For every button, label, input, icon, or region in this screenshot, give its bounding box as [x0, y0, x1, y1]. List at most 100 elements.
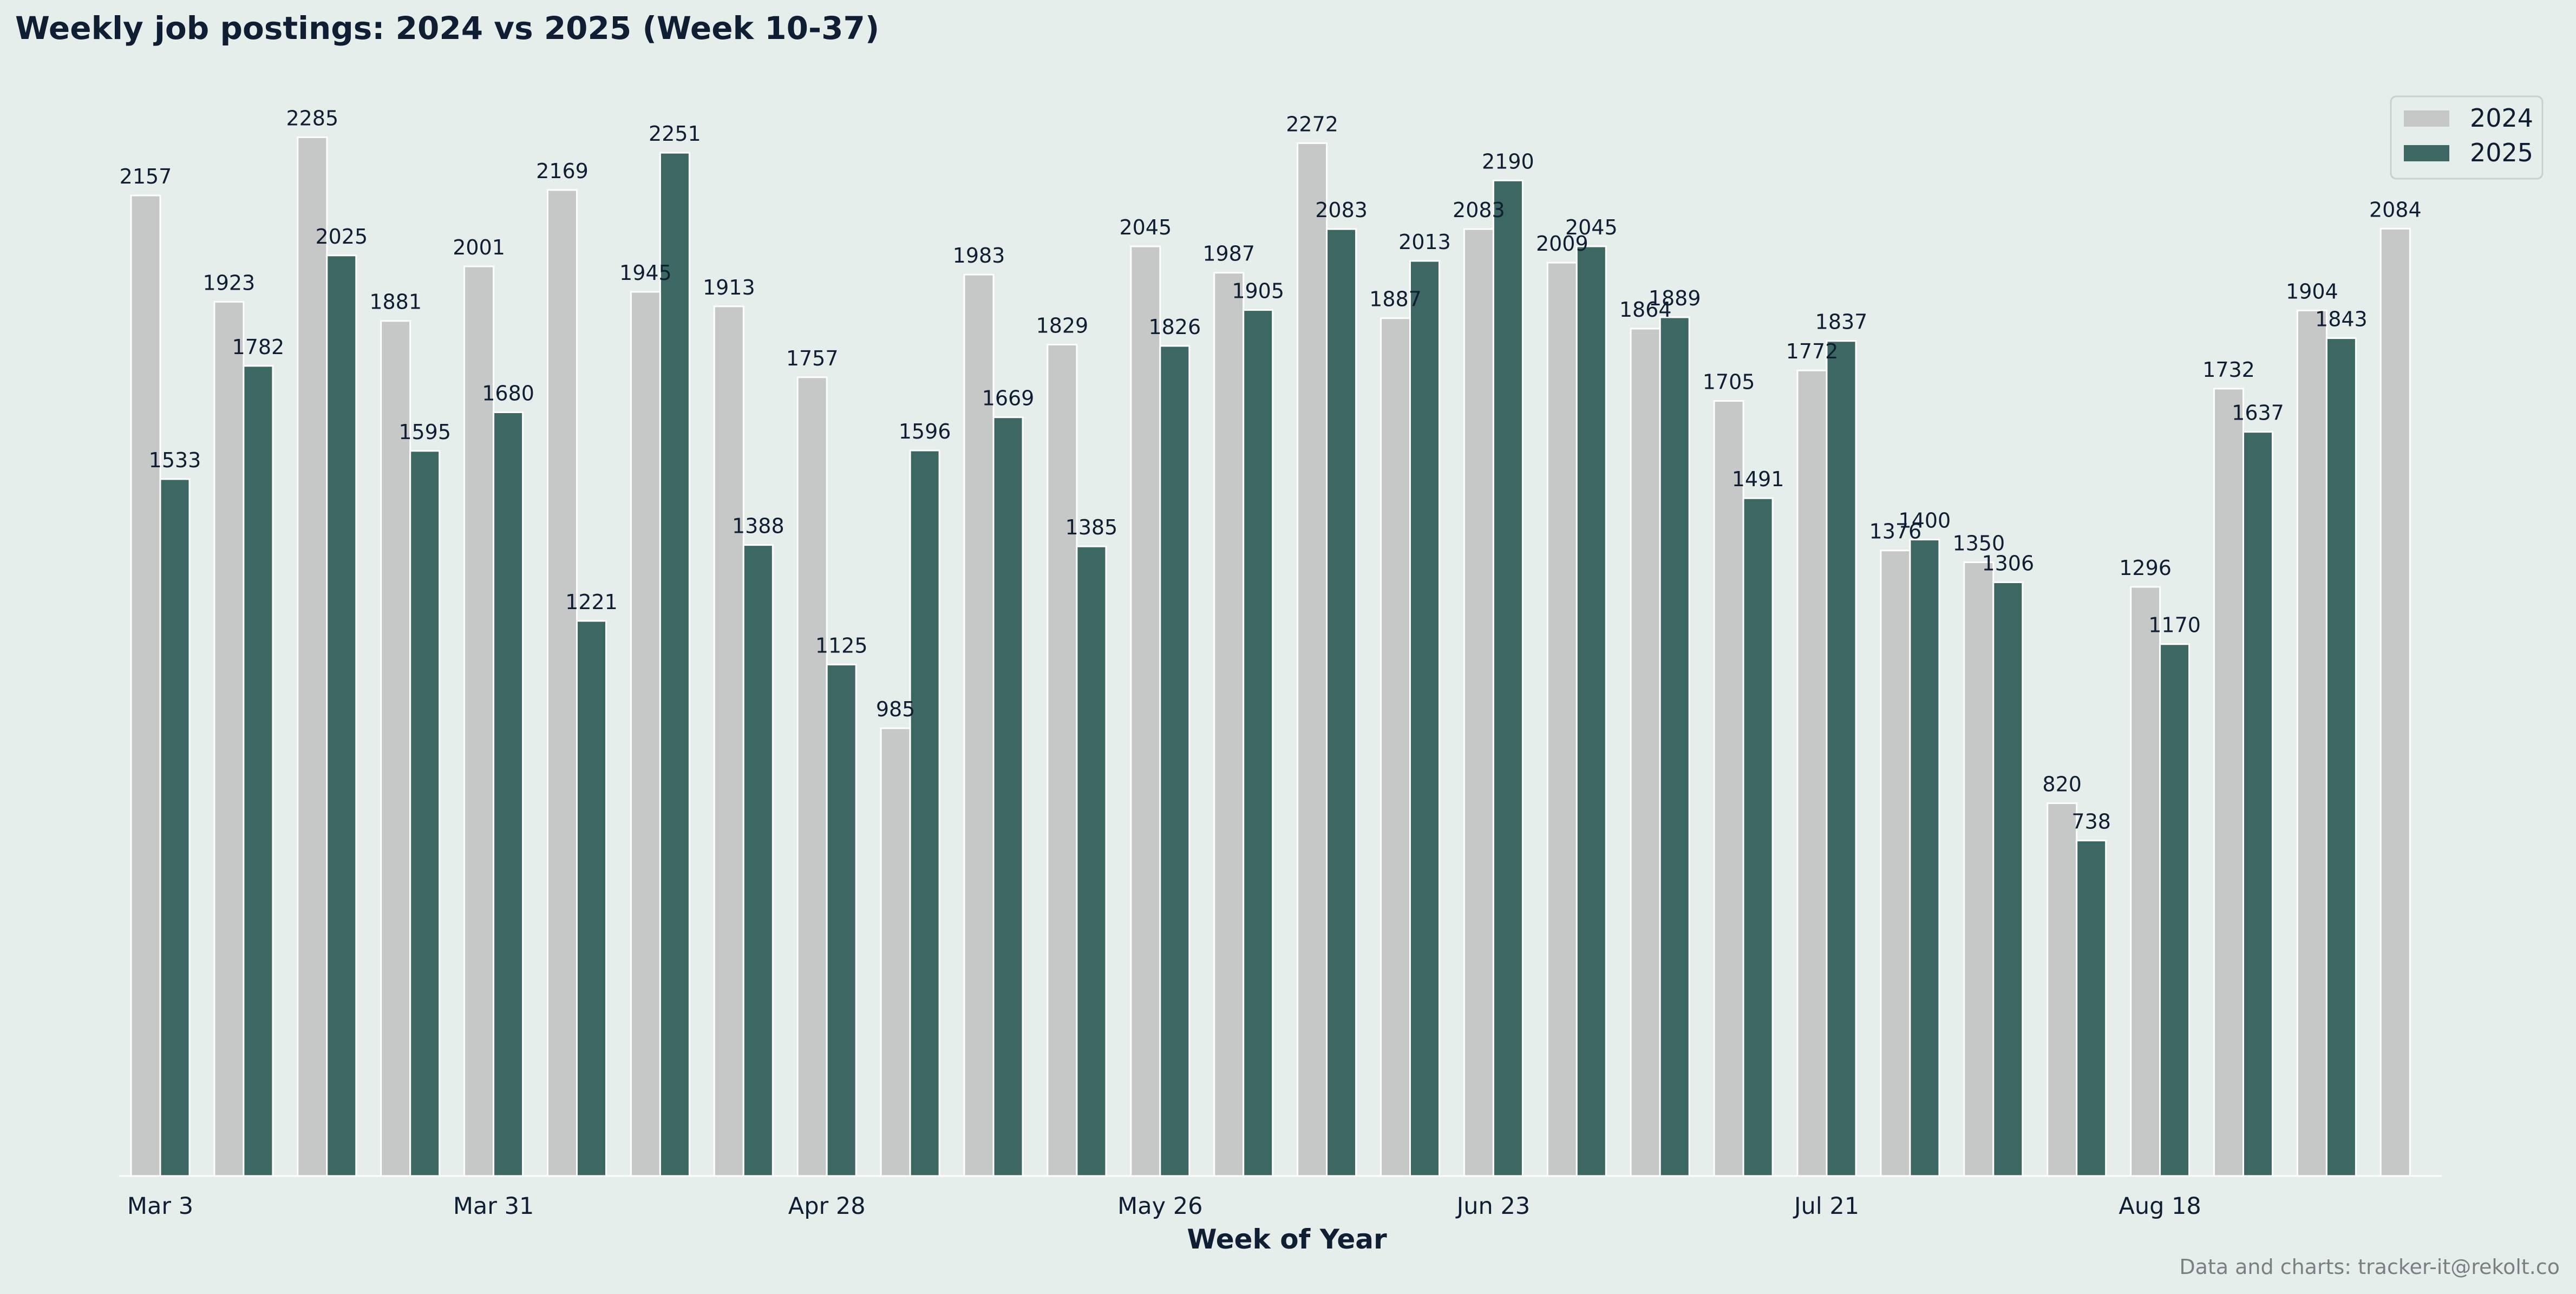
x-tick-label: Mar 31 [453, 1193, 534, 1220]
data-label-2024-week-15: 2169 [536, 159, 589, 183]
bar-2025-week-17 [742, 544, 774, 1177]
data-label-2025-week-36: 1843 [2315, 308, 2368, 331]
data-label-2025-week-26: 2190 [1482, 149, 1534, 173]
data-label-2024-week-29: 1705 [1703, 370, 1755, 394]
data-label-2025-week-29: 1491 [1732, 467, 1784, 491]
data-label-2025-week-35: 1637 [2232, 401, 2284, 425]
bar-2025-week-25 [1409, 260, 1440, 1177]
data-label-2025-week-28: 1889 [1649, 286, 1701, 310]
data-label-2024-week-10: 2157 [120, 165, 172, 188]
x-tick-label: Jul 21 [1793, 1193, 1859, 1220]
data-label-2025-week-11: 1782 [232, 335, 285, 359]
bar-2025-week-27 [1575, 245, 1607, 1177]
chart-title: Weekly job postings: 2024 vs 2025 (Week … [15, 10, 879, 47]
bar-2025-week-21 [1076, 545, 1107, 1177]
data-label-2024-week-16: 1945 [619, 261, 672, 285]
data-label-2025-week-21: 1385 [1065, 515, 1118, 539]
bar-2024-week-15 [547, 189, 578, 1177]
x-tick-labels: Mar 3 Mar 31 Apr 28 May 26 Jun 23 Jul 21 Aug 1… [127, 1193, 2201, 1220]
data-label-2025-week-10: 1533 [149, 448, 201, 472]
x-tick-label: Jun 23 [1455, 1193, 1531, 1220]
data-label-2025-week-12: 2025 [315, 225, 368, 249]
bar-2024-week-11 [213, 300, 245, 1177]
bar-2024-week-32 [1963, 561, 1995, 1177]
bar-2025-week-32 [1992, 581, 2024, 1177]
data-label-2024-week-24: 2272 [1286, 112, 1338, 136]
data-label-2025-week-30: 1837 [1815, 310, 1868, 334]
data-label-2024-week-20: 1983 [953, 244, 1005, 267]
data-label-2025-week-33: 738 [2071, 809, 2111, 833]
data-label-2024-week-11: 1923 [203, 271, 256, 295]
bar-2025-week-36 [2325, 337, 2357, 1177]
bar-2025-week-12 [326, 254, 357, 1177]
data-label-2024-week-19: 985 [876, 697, 916, 721]
bar-2025-week-11 [243, 365, 274, 1177]
bar-2024-week-33 [2047, 802, 2078, 1177]
bar-2024-week-16 [630, 291, 661, 1177]
bar-2025-week-23 [1243, 309, 1274, 1177]
bar-2024-week-35 [2213, 388, 2244, 1177]
bar-2025-week-18 [826, 663, 857, 1177]
data-label-2024-week-23: 1987 [1202, 242, 1255, 266]
bar-2024-week-26 [1463, 228, 1494, 1177]
bar-2024-week-21 [1047, 343, 1078, 1177]
data-label-2025-week-17: 1388 [732, 514, 784, 538]
data-label-2025-week-25: 2013 [1398, 230, 1451, 254]
legend-label-2024: 2024 [2470, 103, 2533, 133]
bar-2025-week-20 [992, 416, 1024, 1177]
data-label-2024-week-35: 1732 [2202, 358, 2255, 382]
data-label-2025-week-34: 1170 [2148, 613, 2201, 637]
data-label-2025-week-19: 1596 [899, 420, 951, 443]
bar-2025-week-10 [159, 478, 191, 1177]
bar-2025-week-33 [2076, 839, 2107, 1177]
data-label-2025-week-24: 2083 [1315, 198, 1368, 222]
x-axis-label: Week of Year [1187, 1224, 1387, 1255]
data-label-2025-week-31: 1400 [1899, 509, 1951, 533]
data-label-2025-week-23: 1905 [1232, 279, 1284, 303]
data-label-2024-week-13: 1881 [369, 290, 422, 314]
data-label-2024-week-21: 1829 [1036, 313, 1089, 337]
x-tick-label: Mar 3 [127, 1193, 193, 1220]
data-label-2024-week-34: 1296 [2119, 556, 2172, 580]
bars-group [130, 136, 2411, 1177]
bar-2024-week-18 [796, 376, 828, 1177]
bar-2024-week-12 [297, 136, 328, 1177]
bar-2025-week-16 [659, 152, 690, 1177]
bar-2025-week-26 [1492, 179, 1524, 1177]
data-label-2024-week-26: 2083 [1453, 198, 1505, 222]
data-label-2024-week-33: 820 [2042, 773, 2082, 796]
bar-2025-week-24 [1326, 228, 1357, 1177]
data-label-2024-week-22: 2045 [1119, 215, 1172, 239]
data-label-2025-week-20: 1669 [982, 387, 1035, 410]
bar-2025-week-15 [576, 620, 607, 1177]
bar-2024-week-22 [1130, 245, 1161, 1177]
data-label-2024-week-18: 1757 [786, 347, 839, 370]
bar-2024-week-30 [1796, 369, 1828, 1177]
bar-2024-week-20 [963, 273, 995, 1177]
data-label-2024-week-31: 1376 [1869, 520, 1922, 544]
data-label-2024-week-17: 1913 [703, 276, 755, 299]
bar-2024-week-24 [1297, 142, 1328, 1177]
data-label-2025-week-18: 1125 [815, 633, 868, 657]
bar-2025-week-35 [2242, 431, 2273, 1177]
bar-2025-week-13 [409, 450, 441, 1177]
data-label-2024-week-32: 1350 [1952, 532, 2005, 555]
legend-swatch-2025 [2404, 145, 2449, 161]
data-label-2024-week-12: 2285 [286, 107, 338, 130]
data-label-2025-week-16: 2251 [649, 122, 701, 146]
bar-2024-week-29 [1713, 400, 1744, 1177]
bar-2025-week-31 [1909, 539, 1940, 1177]
legend-swatch-2024 [2404, 110, 2449, 127]
bar-2025-week-29 [1742, 497, 1774, 1177]
bar-2024-week-27 [1546, 262, 1578, 1177]
x-tick-label: Apr 28 [788, 1193, 866, 1220]
data-label-2025-week-15: 1221 [565, 590, 618, 614]
bar-2024-week-34 [2130, 586, 2161, 1177]
bar-2025-week-28 [1659, 316, 1690, 1177]
data-label-2024-week-27: 2009 [1536, 232, 1588, 256]
bar-2024-week-23 [1213, 272, 1245, 1177]
bar-2024-week-37 [2379, 227, 2411, 1177]
data-label-2025-week-13: 1595 [398, 420, 451, 444]
data-label-2025-week-32: 1306 [1982, 552, 2034, 576]
